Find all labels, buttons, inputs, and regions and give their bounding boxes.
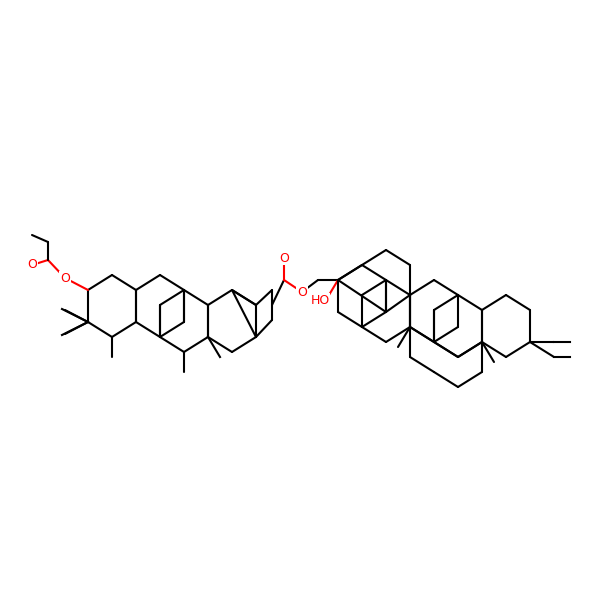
Text: O: O (60, 271, 70, 284)
Text: O: O (27, 259, 37, 271)
Text: O: O (297, 286, 307, 298)
Text: O: O (279, 251, 289, 265)
Text: HO: HO (310, 293, 329, 307)
